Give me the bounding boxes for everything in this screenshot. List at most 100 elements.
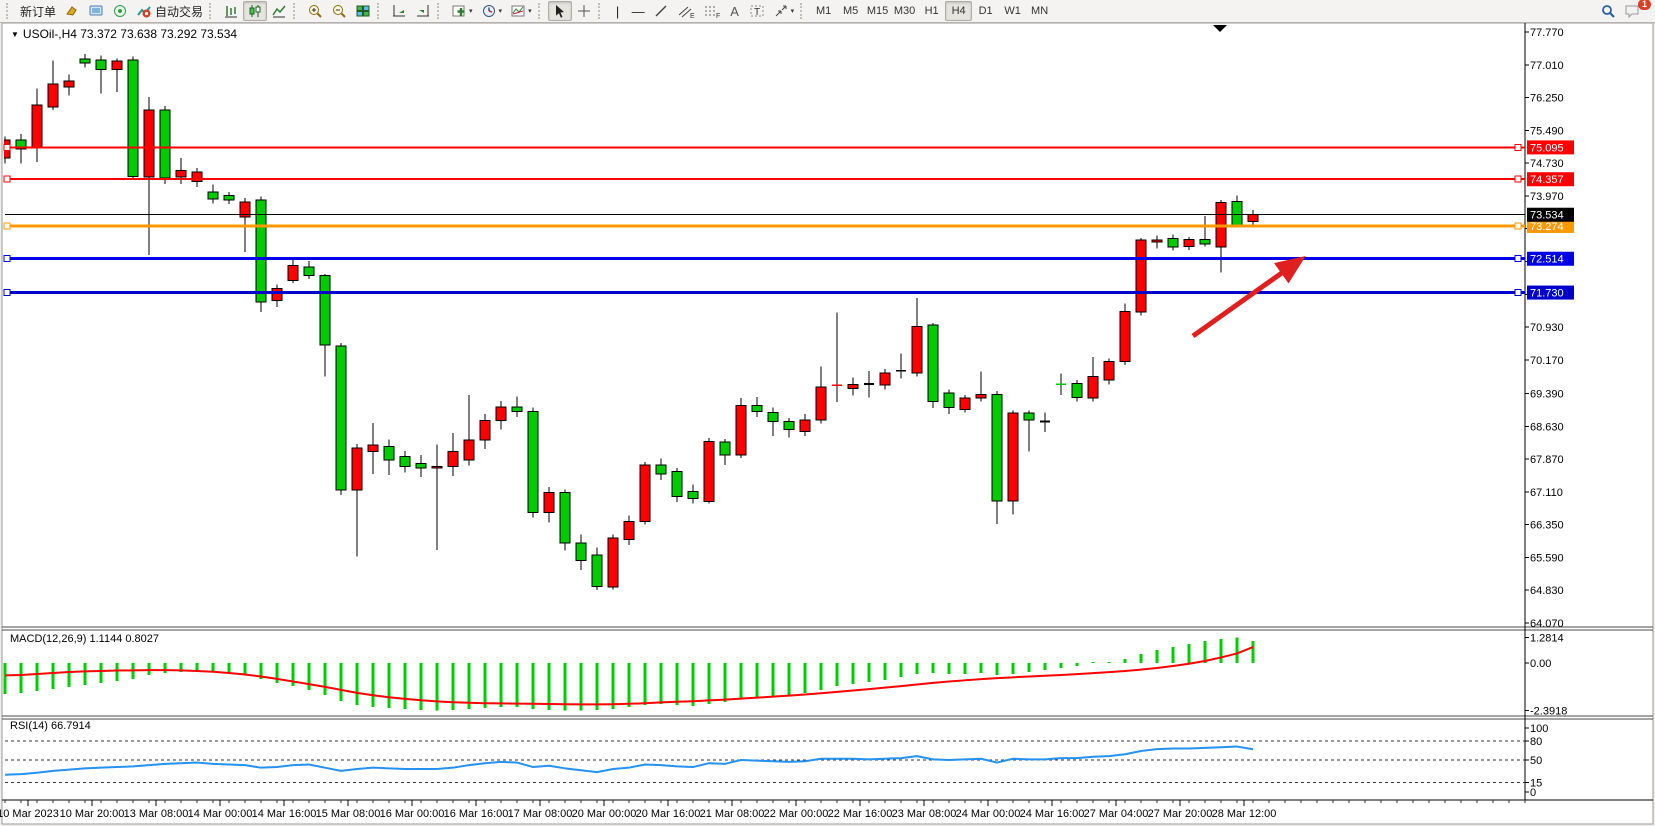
toolbar-grip[interactable]: [597, 3, 605, 19]
fibonacci-tool-button[interactable]: F: [699, 1, 725, 21]
candle-body: [479, 420, 491, 441]
candle-body: [1087, 376, 1099, 399]
line-handle[interactable]: [3, 222, 11, 230]
timeframe-h4-button[interactable]: H4: [945, 1, 973, 21]
metaeditor-icon: [64, 3, 80, 19]
search-icon: [1600, 3, 1616, 19]
candle-body: [31, 104, 43, 148]
metaeditor-button[interactable]: [60, 1, 84, 21]
line-handle[interactable]: [1514, 222, 1522, 230]
price-tick-label: 73.970: [1530, 191, 1564, 203]
price-badge-74.357: [1527, 172, 1574, 187]
candle-body: [383, 446, 395, 461]
price-badge-text: 73.534: [1530, 210, 1564, 222]
text-label-tool-button[interactable]: T: [745, 1, 769, 21]
timeframe-d1-button[interactable]: D1: [978, 5, 993, 17]
periods-button[interactable]: ▾: [477, 1, 507, 21]
time-axis[interactable]: [4, 800, 1526, 806]
templates-button[interactable]: ▾: [506, 1, 536, 21]
indicators-button[interactable]: ▾: [447, 1, 477, 21]
shapes-tool-button[interactable]: ▾: [769, 1, 799, 21]
strategy-tester-button[interactable]: [108, 1, 132, 21]
toolbar-grip[interactable]: [800, 3, 807, 19]
line-handle[interactable]: [3, 143, 11, 151]
vertical-line-tool-button[interactable]: |: [615, 3, 620, 19]
bar-chart-button[interactable]: [219, 1, 243, 21]
candle-body: [735, 405, 747, 456]
timeframe-h1-button[interactable]: H1: [924, 5, 939, 17]
price-tick-label: 67.110: [1530, 487, 1563, 499]
price-tick-label: 75.490: [1530, 125, 1564, 137]
candle-body: [335, 345, 347, 491]
candle-body: [1135, 239, 1147, 313]
price-tick-label: 64.070: [1530, 618, 1564, 630]
timeframe-m1-button[interactable]: M1: [815, 5, 832, 17]
chart-symbol-title[interactable]: ▼ USOil-,H4 73.372 73.638 73.292 73.534: [11, 27, 237, 41]
cursor-button[interactable]: [547, 1, 572, 21]
search-button[interactable]: [1596, 1, 1620, 21]
trendline-tool-button[interactable]: [649, 1, 673, 21]
toolbar-grip[interactable]: [377, 3, 384, 19]
auto-scroll-button[interactable]: [387, 1, 411, 21]
timeframe-m15-button[interactable]: M15: [866, 5, 889, 17]
trend-arrow-annotation[interactable]: [1191, 255, 1306, 339]
price-tick-label: 70.930: [1530, 322, 1564, 334]
timeframe-mn-button[interactable]: MN: [1031, 5, 1049, 17]
line-handle[interactable]: [1514, 143, 1522, 151]
candle-body: [1071, 383, 1083, 398]
macd-panel[interactable]: [3, 637, 1529, 712]
price-tick-label: 65.590: [1530, 552, 1564, 564]
chat-button[interactable]: 1: [1620, 0, 1651, 21]
candle-body: [591, 554, 603, 587]
chart-shift-marker[interactable]: [1213, 25, 1227, 32]
terminal-button[interactable]: [84, 1, 108, 21]
rsi-panel[interactable]: [4, 727, 1529, 793]
toolbar-grip[interactable]: [209, 3, 216, 19]
time-tick-label: 28 Mar 12:00: [1212, 808, 1277, 820]
macd-scale-label: -2.3918: [1530, 706, 1567, 718]
toolbar-grip[interactable]: [437, 3, 444, 19]
candle-body: [767, 411, 779, 423]
candle-body: [175, 169, 187, 178]
line-handle[interactable]: [3, 289, 11, 297]
crosshair-button[interactable]: [572, 1, 596, 21]
timeframe-m30-button[interactable]: M30: [893, 5, 916, 17]
autotrading-button[interactable]: 自动交易: [132, 1, 207, 21]
line-handle[interactable]: [3, 175, 11, 183]
price-badge-73.274: [1527, 218, 1574, 233]
toolbar-grip[interactable]: [6, 3, 13, 19]
chart-shift-button[interactable]: [411, 1, 435, 21]
line-handle[interactable]: [1514, 289, 1522, 297]
time-tick-label: 10 Mar 2023: [0, 808, 59, 820]
candle-body: [927, 324, 939, 403]
candlestick-series[interactable]: [0, 54, 1259, 591]
candle-body: [623, 521, 635, 541]
new-order-button[interactable]: 新订单: [20, 4, 57, 19]
symbol-dropdown-icon[interactable]: ▼: [11, 30, 19, 39]
line-handle[interactable]: [3, 255, 11, 263]
candlestick-chart-button[interactable]: [243, 1, 268, 21]
line-handle[interactable]: [1514, 175, 1522, 183]
tile-windows-button[interactable]: [351, 1, 375, 21]
zoom-in-button[interactable]: [303, 1, 327, 21]
notification-badge: 1: [1637, 0, 1651, 10]
line-handle[interactable]: [1514, 255, 1522, 263]
channel-tool-button[interactable]: E: [673, 1, 699, 21]
time-tick-label: 20 Mar 16:00: [636, 808, 701, 820]
candle-body: [943, 392, 955, 409]
candle-body: [319, 274, 331, 346]
zoom-out-button[interactable]: [327, 1, 351, 21]
timeframe-w1-button[interactable]: W1: [1004, 5, 1021, 17]
text-tool-button[interactable]: A: [730, 3, 739, 19]
price-badge-75.095: [1527, 140, 1574, 155]
timeframe-m5-button[interactable]: M5: [842, 5, 859, 17]
main-toolbar: 新订单 自动交易: [0, 0, 1655, 23]
candle-body: [639, 464, 651, 523]
toolbar-grip[interactable]: [293, 3, 300, 19]
price-tick-label: 70.170: [1530, 355, 1564, 367]
toolbar-grip[interactable]: [537, 3, 545, 19]
candle-body: [911, 326, 923, 374]
line-chart-button[interactable]: [267, 1, 291, 21]
horizontal-line-tool-button[interactable]: —: [631, 3, 645, 19]
